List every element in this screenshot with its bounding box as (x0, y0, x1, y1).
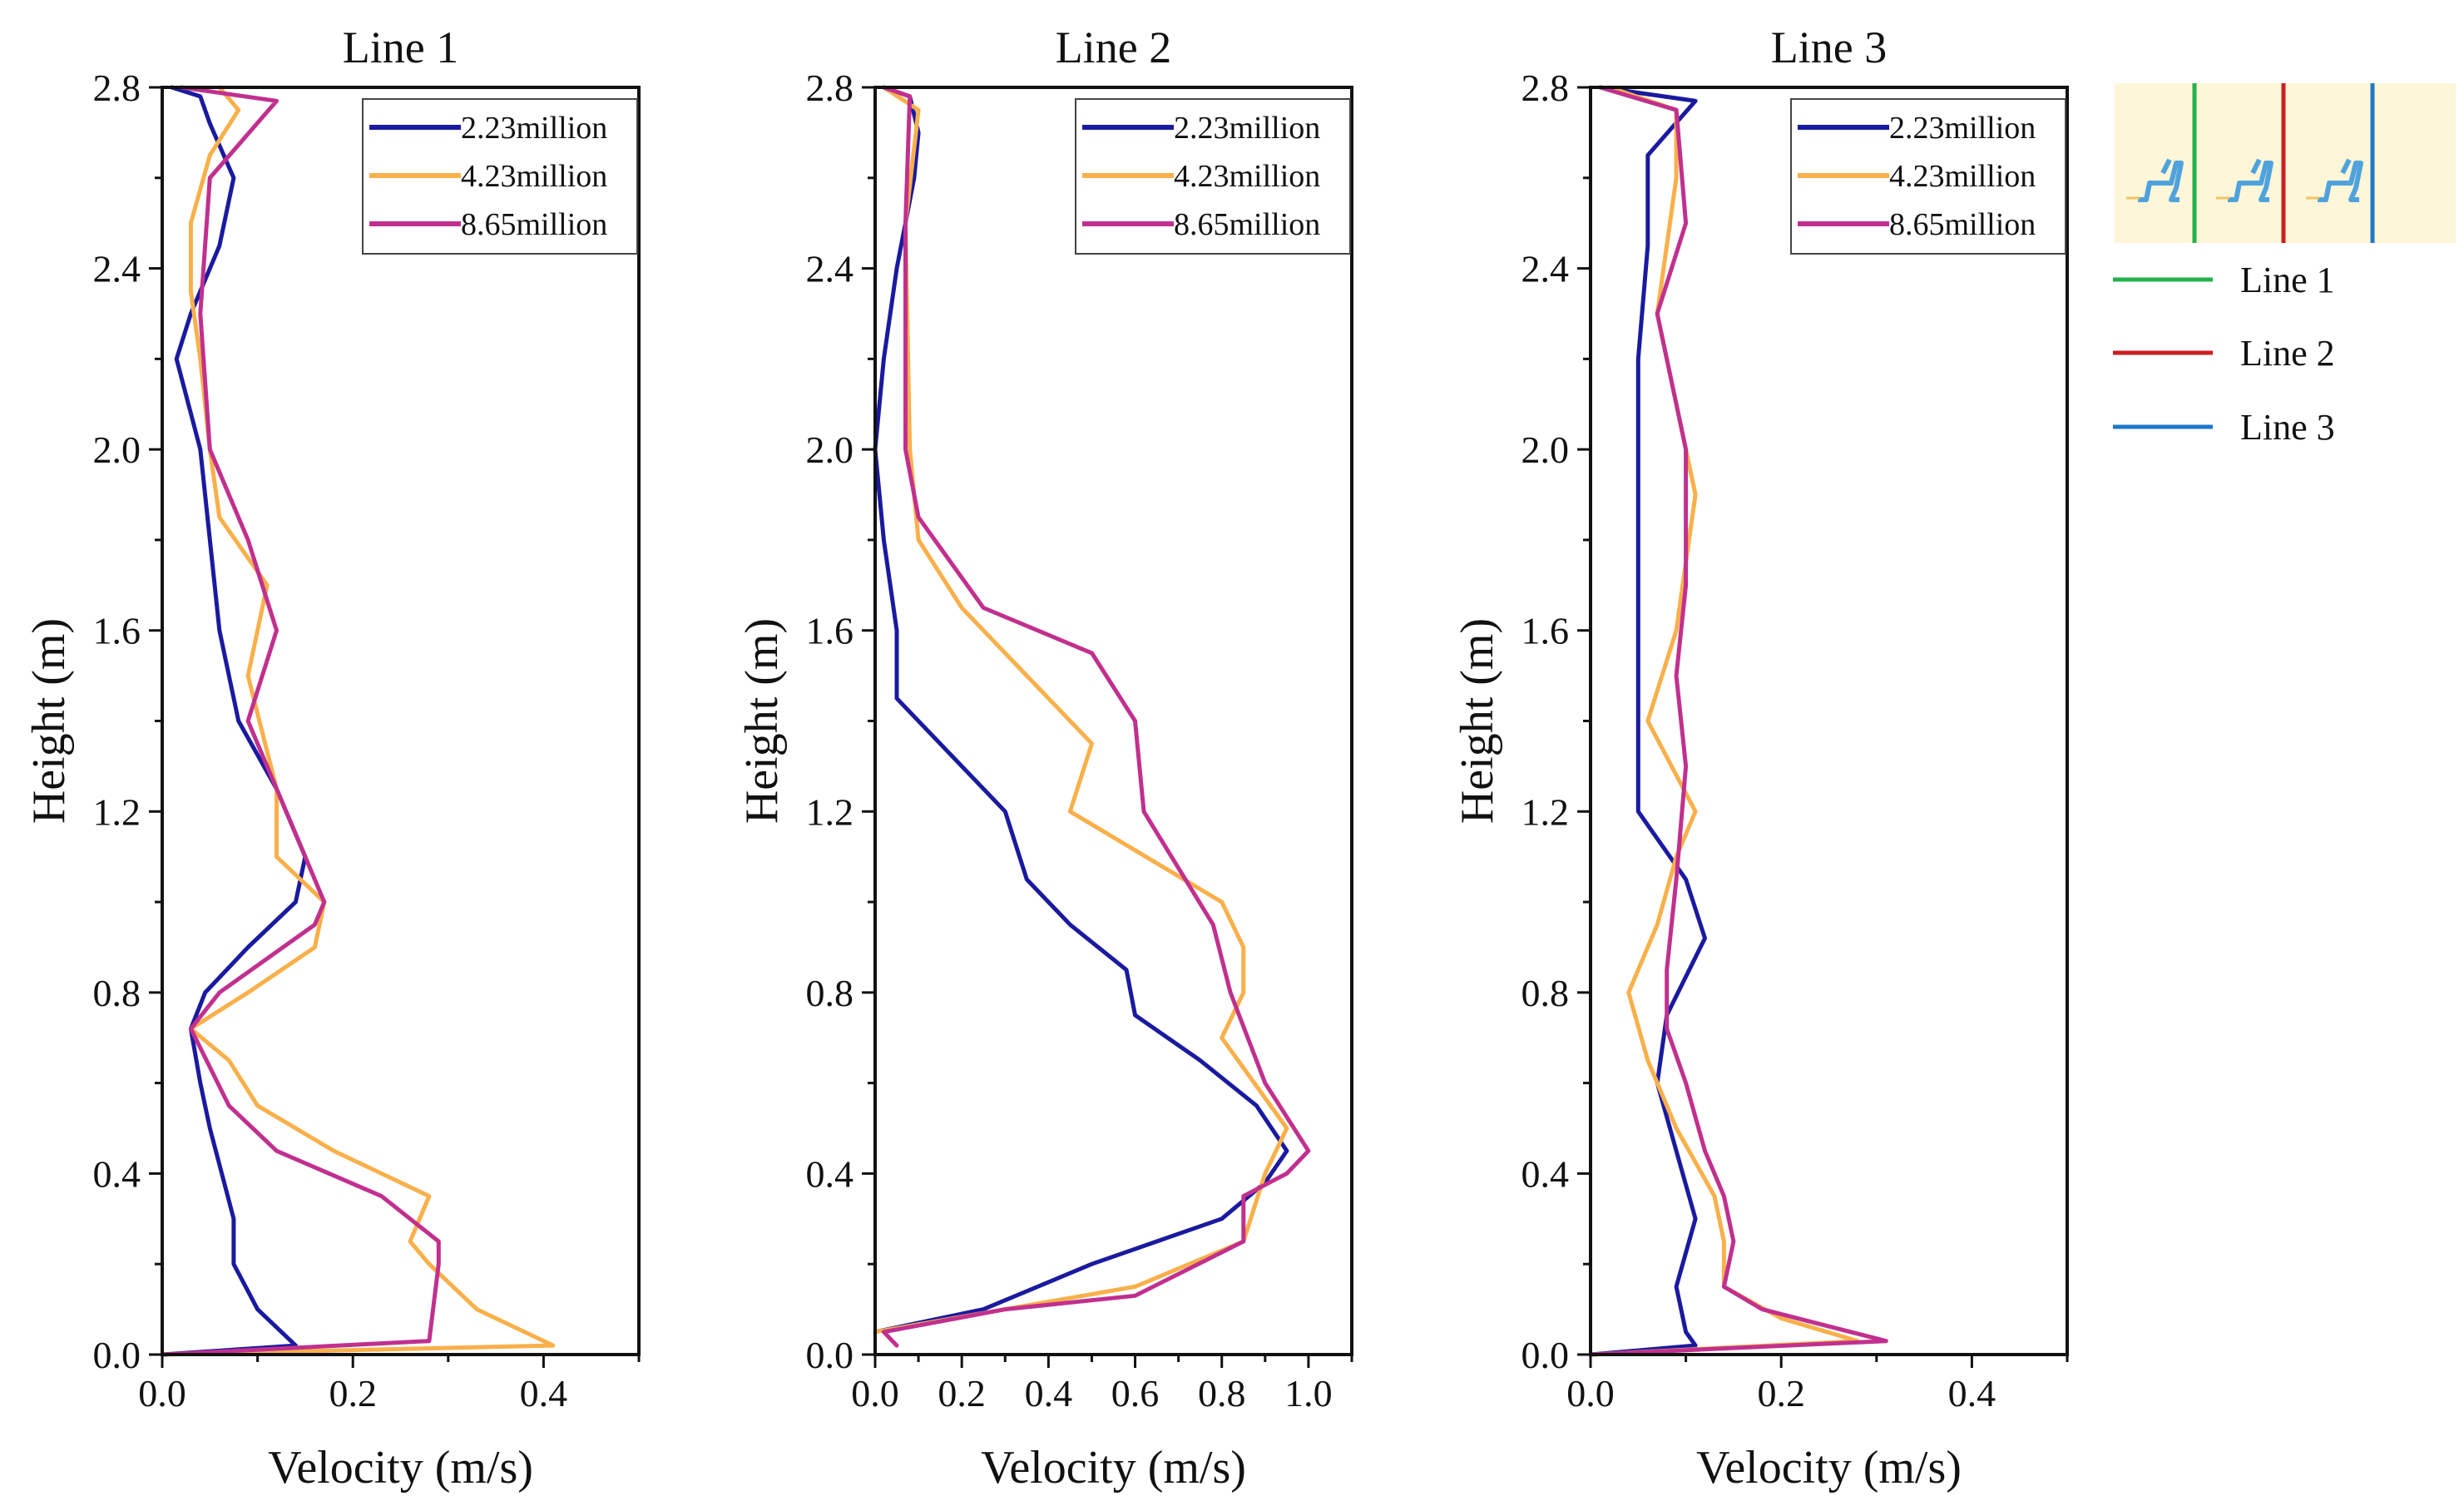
y-tick-label: 2.8 (93, 67, 141, 109)
legend-label: 8.65million (461, 207, 607, 242)
y-tick-label: 0.4 (93, 1152, 141, 1195)
y-tick-label: 0.4 (806, 1152, 854, 1195)
legend-label: 4.23million (1174, 159, 1320, 194)
x-tick-label: 0.4 (1025, 1372, 1073, 1414)
y-tick-label: 0.0 (806, 1334, 854, 1376)
x-tick-label: 0.0 (138, 1372, 186, 1414)
y-tick-label: 1.6 (1521, 610, 1570, 652)
key-label-line-1: Line 1 (2240, 260, 2335, 300)
x-tick-label: 0.4 (1948, 1372, 1996, 1414)
legend-label: 4.23million (1889, 159, 2036, 194)
series-line-2.23million (1588, 85, 1707, 1357)
key-label-line-2: Line 2 (2240, 333, 2335, 374)
y-tick-label: 2.0 (806, 429, 854, 471)
y-tick-label: 2.8 (806, 67, 854, 109)
y-axis-label: Height (m) (23, 618, 75, 824)
x-axis-label: Velocity (m/s) (1696, 1442, 1962, 1494)
series-line-2.23million (873, 85, 1289, 1335)
series-line-8.65million (160, 85, 441, 1357)
plot-frame (873, 86, 1353, 1356)
y-tick-label: 2.4 (1521, 248, 1570, 290)
x-tick-label: 0.2 (938, 1372, 986, 1414)
y-tick-label: 1.2 (93, 790, 141, 833)
y-tick-label: 1.6 (93, 610, 141, 652)
key-label-line-3: Line 3 (2240, 407, 2335, 448)
x-axis-label: Velocity (m/s) (981, 1442, 1246, 1494)
legend-label: 2.23million (1174, 111, 1320, 146)
y-tick-label: 1.2 (806, 790, 854, 833)
y-tick-label: 0.0 (1521, 1334, 1570, 1376)
x-tick-label: 0.0 (851, 1372, 899, 1414)
chart-title: Line 1 (343, 22, 458, 72)
y-tick-label: 2.4 (93, 248, 141, 290)
y-tick-label: 0.8 (1521, 972, 1570, 1014)
y-tick-label: 0.8 (806, 972, 854, 1014)
chart-title: Line 2 (1056, 22, 1171, 72)
x-tick-label: 0.4 (520, 1372, 568, 1414)
y-tick-label: 1.6 (806, 610, 854, 652)
plot-frame (161, 86, 641, 1356)
x-tick-label: 0.2 (1757, 1372, 1805, 1414)
y-axis-label: Height (m) (1452, 618, 1503, 824)
chart-line-3: Line 3 0.0 0.4 0.8 1.2 1.6 2.0 2.4 2.8 0.0 0.2 0.4 V… (1452, 22, 2069, 1494)
legend-label: 2.23million (1889, 111, 2036, 146)
y-axis-label: Height (m) (736, 618, 788, 824)
legend-label: 8.65million (1174, 207, 1320, 242)
x-tick-label: 1.0 (1284, 1372, 1333, 1414)
inset-schematic (2115, 83, 2456, 243)
y-tick-label: 1.2 (1521, 790, 1570, 833)
seated-person-icon (2126, 158, 2184, 202)
x-tick-label: 0.2 (329, 1372, 377, 1414)
series-line-4.23million (873, 85, 1289, 1335)
legend-label: 4.23million (461, 159, 607, 194)
series-line-8.65million (881, 85, 1311, 1348)
x-tick-label: 0.0 (1566, 1372, 1615, 1414)
x-tick-label: 0.6 (1111, 1372, 1160, 1414)
y-tick-label: 2.0 (1521, 429, 1570, 471)
series-line-2.23million (160, 85, 308, 1357)
chart-line-1: Line 1 0.0 0.4 0.8 1.2 1.6 2.0 2.4 2.8 0.0 0.2 0.4 V… (23, 22, 641, 1494)
x-tick-label: 0.8 (1198, 1372, 1246, 1414)
series-line-8.65million (1588, 85, 1888, 1357)
legend-label: 2.23million (461, 111, 607, 146)
y-tick-label: 0.4 (1521, 1152, 1570, 1195)
seated-person-icon (2306, 158, 2363, 202)
y-tick-label: 2.8 (1521, 67, 1570, 109)
y-tick-label: 2.0 (93, 429, 141, 471)
chart-title: Line 3 (1771, 22, 1887, 72)
chart-line-2: Line 2 0.0 0.4 0.8 1.2 1.6 2.0 2.4 2.8 0.0 0.2 0.4 0… (736, 22, 1353, 1494)
series-line-4.23million (1588, 85, 1860, 1357)
legend-label: 8.65million (1889, 207, 2036, 242)
seated-person-icon (2216, 158, 2274, 202)
x-axis-label: Velocity (m/s) (268, 1442, 533, 1494)
y-tick-label: 0.8 (93, 972, 141, 1014)
y-tick-label: 2.4 (806, 248, 854, 290)
y-tick-label: 0.0 (93, 1334, 141, 1376)
line-key-legend: Line 1 Line 2 Line 3 (2113, 260, 2335, 448)
